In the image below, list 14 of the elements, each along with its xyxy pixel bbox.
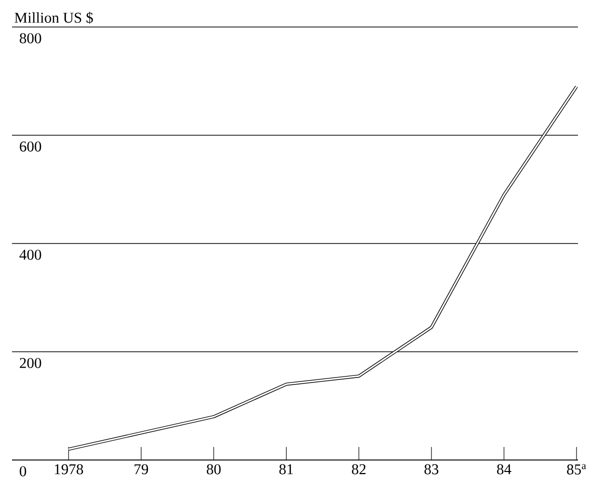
x-tick-label: 84	[497, 464, 512, 474]
y-tick-label: 600	[20, 141, 42, 152]
y-tick-label: 400	[20, 250, 42, 260]
x-tick-label: 80	[206, 464, 221, 474]
y-tick-label: 0	[20, 466, 26, 476]
x-tick-label: 81	[279, 464, 293, 474]
x-tick-label: 79	[134, 464, 148, 474]
x-tick-label: 1978	[54, 464, 84, 474]
x-tick-label: 85$^{a}$	[567, 464, 586, 474]
y-axis-title: Million US $	[14, 12, 93, 24]
x-tick-label: 83	[424, 464, 438, 474]
y-tick-label: 800	[20, 33, 42, 44]
y-tick-label: 200	[20, 358, 42, 368]
x-tick-label: 82	[352, 464, 366, 474]
